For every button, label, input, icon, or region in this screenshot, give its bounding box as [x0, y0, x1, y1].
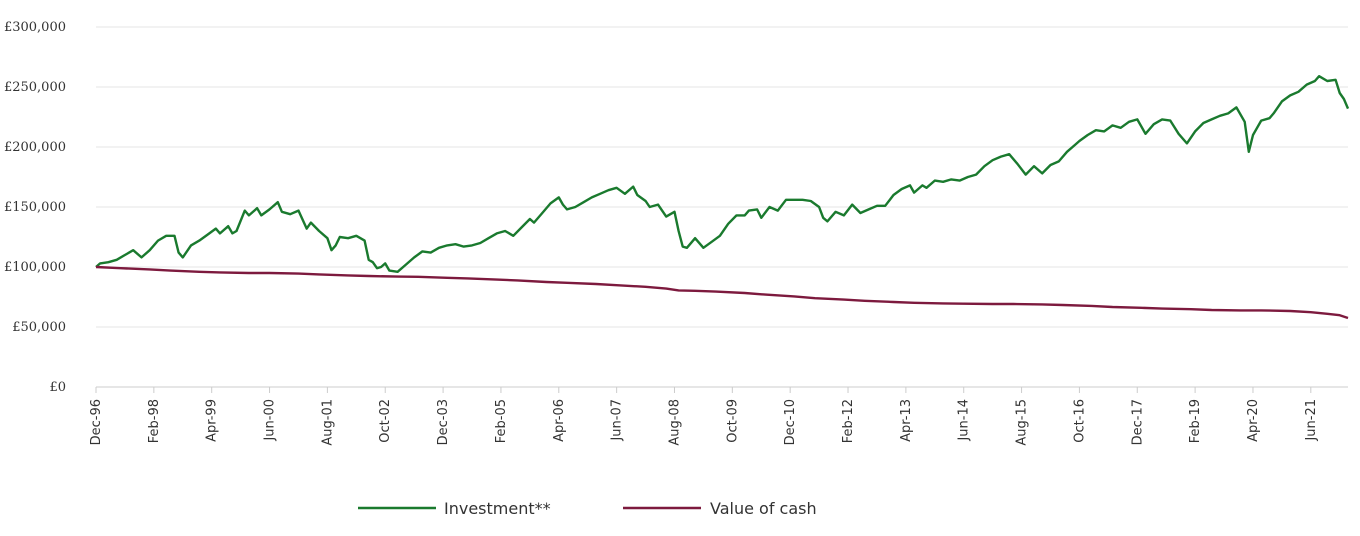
- x-tick-label: Oct-16: [1072, 399, 1087, 443]
- y-tick-label: £100,000: [4, 260, 66, 275]
- x-tick-label: Feb-12: [841, 399, 856, 443]
- x-tick-label: Apr-99: [205, 399, 220, 442]
- y-tick-label: £250,000: [4, 80, 66, 95]
- y-tick-label: £0: [49, 380, 66, 395]
- x-tick-label: Aug-15: [1015, 399, 1030, 446]
- series-lines: [95, 75, 1350, 320]
- x-tick-label: Dec-96: [89, 399, 104, 445]
- x-tick-label: Aug-08: [667, 399, 682, 446]
- y-tick-label: £200,000: [4, 140, 66, 155]
- y-tick-label: £150,000: [4, 200, 66, 215]
- series-line-value-of-cash: [95, 265, 1349, 320]
- y-axis-ticks: £0 £50,000 £100,000 £150,000 £200,000 £250,00…: [4, 20, 66, 395]
- x-tick-label: Dec-03: [436, 399, 451, 445]
- legend-label: Value of cash: [710, 499, 817, 518]
- x-tick-label: Dec-17: [1130, 399, 1145, 445]
- x-tick-label: Jun-14: [957, 399, 972, 442]
- x-tick-label: Feb-98: [147, 399, 162, 443]
- x-tick-label: Dec-10: [783, 399, 798, 445]
- x-tick-label: Oct-02: [378, 399, 393, 443]
- x-tick-label: Jun-07: [610, 399, 625, 442]
- x-tick-label: Apr-20: [1246, 399, 1261, 442]
- x-axis-ticks: Dec-96 Feb-98 Apr-99 Jun-00 Aug-01 Oct-02 Dec-…: [89, 387, 1319, 446]
- x-tick-label: Jun-21: [1304, 399, 1319, 442]
- series-line-investment: [95, 75, 1350, 273]
- x-tick-label: Oct-09: [725, 399, 740, 443]
- x-tick-label: Aug-01: [320, 399, 335, 446]
- x-tick-label: Apr-06: [552, 399, 567, 442]
- legend: Investment** Value of cash: [358, 499, 817, 518]
- legend-label: Investment**: [444, 499, 551, 518]
- y-tick-label: £50,000: [12, 320, 66, 335]
- x-tick-label: Feb-05: [494, 399, 509, 443]
- x-tick-label: Jun-00: [263, 399, 278, 442]
- x-tick-label: Feb-19: [1188, 399, 1203, 443]
- x-tick-label: Apr-13: [899, 399, 914, 442]
- grid-lines: [96, 26, 1348, 328]
- y-tick-label: £300,000: [4, 20, 66, 35]
